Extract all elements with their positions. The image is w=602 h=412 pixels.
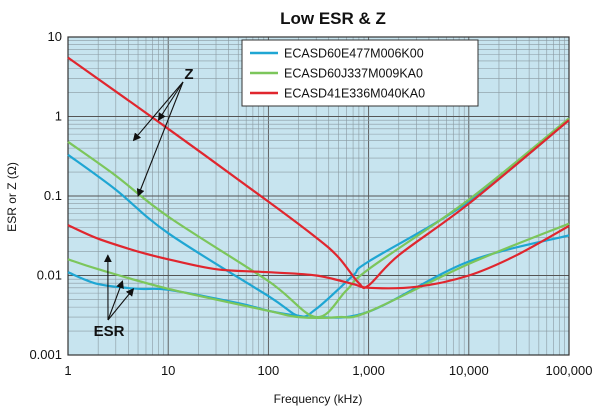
y-tick-label: 1 — [55, 109, 62, 124]
z-arrow — [136, 81, 184, 197]
x-tick-label: 100,000 — [546, 363, 593, 378]
x-tick-label: 10 — [161, 363, 175, 378]
z-annotation-label: Z — [184, 66, 193, 83]
x-tick-label: 10,000 — [449, 363, 489, 378]
legend-entry: ECASD60J337M009KA0 — [284, 67, 423, 81]
esr-arrow — [107, 280, 124, 321]
x-tick-label: 1 — [64, 363, 71, 378]
legend: ECASD60E477M006K00 ECASD60J337M009KA0 ECAS… — [241, 39, 479, 107]
legend-box — [241, 39, 479, 107]
y-axis-label: ESR or Z (Ω) — [5, 162, 19, 232]
esr-line — [67, 222, 570, 319]
esr-line — [67, 224, 570, 290]
esr-annotation-label: ESR — [94, 323, 125, 340]
tick-labels: 1 10 100 1,000 10,000 100,000 0.001 0.01 0.1 1 10 — [29, 29, 592, 378]
y-tick-label: 0.001 — [29, 347, 62, 362]
data-curves — [67, 56, 570, 319]
chart-title: Low ESR & Z — [280, 9, 386, 28]
x-tick-label: 1,000 — [352, 363, 385, 378]
y-tick-label: 0.01 — [37, 268, 62, 283]
annotations: Z ESR — [94, 66, 194, 340]
legend-entry: ECASD60E477M006K00 — [284, 47, 424, 61]
z-arrow — [157, 81, 184, 121]
y-tick-label: 0.1 — [44, 188, 62, 203]
x-axis-label: Frequency (kHz) — [274, 392, 363, 406]
z-arrow — [132, 81, 184, 142]
y-tick-label: 10 — [48, 29, 62, 44]
impedance-line — [67, 56, 570, 290]
esr-arrow — [107, 288, 135, 321]
legend-entry: ECASD41E336M040KA0 — [284, 87, 425, 101]
plot-border — [67, 36, 570, 356]
x-tick-label: 100 — [258, 363, 280, 378]
